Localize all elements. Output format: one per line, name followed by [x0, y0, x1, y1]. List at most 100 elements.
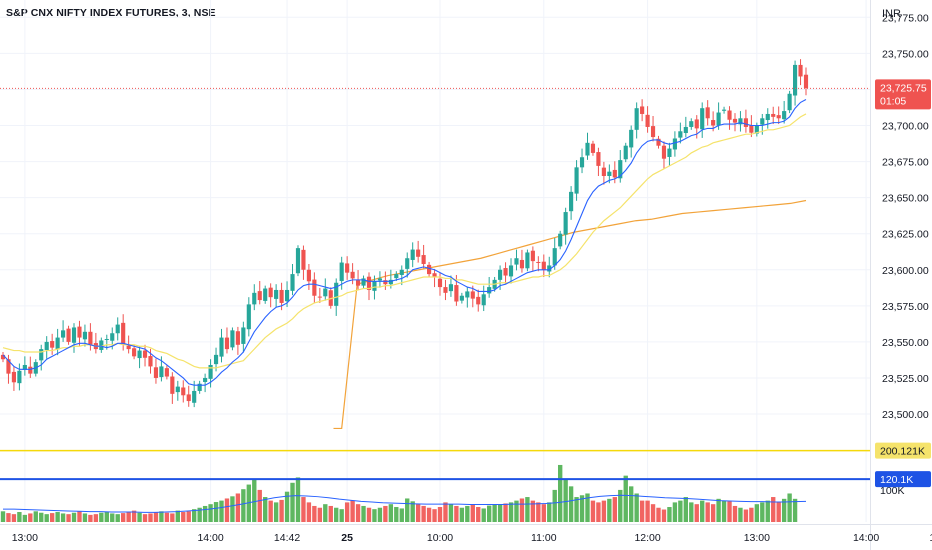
price-axis[interactable]: 23,500.00 23,525.00 23,550.00 23,575.00 23,6…	[875, 12, 931, 497]
volume-bar	[366, 507, 372, 522]
volume-marker-label: 200.121K	[880, 446, 925, 458]
candle-body	[705, 107, 710, 119]
candle-body	[399, 269, 404, 275]
candle-body	[208, 364, 213, 379]
volume-bar	[110, 513, 115, 522]
candle-body	[798, 64, 803, 77]
candle-body	[689, 121, 694, 127]
volume-bar	[148, 513, 153, 522]
volume-bar	[710, 504, 716, 522]
candle-body	[503, 268, 508, 276]
candle-body	[574, 167, 579, 194]
volume-bar	[792, 498, 798, 522]
volume-bar	[55, 512, 60, 522]
candle-body	[241, 327, 246, 344]
volume-bar	[448, 504, 454, 522]
candle-body	[17, 370, 22, 384]
last-price-box	[875, 79, 931, 110]
last-price-label: 23,725.75	[880, 82, 927, 94]
candle-body	[678, 131, 683, 138]
volume-bar	[0, 511, 6, 522]
candle-body	[694, 119, 699, 129]
candle-body	[656, 138, 661, 146]
volume-bars	[0, 464, 798, 522]
candle-body	[290, 274, 295, 291]
volume-bar	[732, 505, 738, 522]
candle-body	[541, 261, 546, 270]
candle-body	[388, 279, 393, 285]
volume-marker-box	[875, 442, 931, 459]
volume-bar	[760, 502, 765, 522]
candle-body	[334, 282, 339, 306]
candle-body	[612, 169, 617, 178]
volume-bar	[738, 507, 743, 522]
volume-bar	[159, 511, 164, 522]
volume-bar	[66, 514, 71, 522]
volume-bar	[131, 510, 137, 522]
candle-body	[667, 148, 672, 157]
volume-bar	[334, 507, 339, 522]
candle-body	[219, 337, 224, 357]
candle-body	[186, 394, 191, 402]
currency-label[interactable]: INR	[882, 8, 901, 20]
candle-body	[50, 341, 55, 348]
candle-body	[536, 261, 541, 263]
candle-body	[170, 376, 175, 394]
candle-body	[82, 331, 88, 340]
candle-body	[519, 259, 525, 269]
volume-bar	[443, 502, 448, 522]
volume-bar	[197, 507, 202, 522]
candle-body	[803, 74, 809, 88]
candle-body	[22, 364, 27, 370]
candle-body	[765, 113, 770, 121]
candle-body	[743, 118, 748, 127]
candle-body	[476, 296, 481, 305]
candle-body	[601, 167, 606, 176]
volume-bar	[765, 500, 770, 522]
candle-body	[787, 93, 792, 111]
volume-bar	[175, 510, 180, 522]
volume-bar	[11, 514, 17, 522]
candle-body	[579, 157, 585, 168]
candle-body	[99, 340, 104, 350]
candle-body	[410, 249, 415, 260]
candle-body	[88, 331, 93, 345]
volume-bar	[629, 486, 634, 522]
price-tick-label: 23,550.00	[882, 337, 929, 349]
volume-bar	[115, 514, 120, 522]
volume-bar	[49, 513, 55, 522]
candle-body	[437, 278, 443, 288]
volume-bar	[60, 513, 66, 522]
volume-bar	[192, 509, 197, 522]
price-tick-label: 23,650.00	[882, 193, 929, 205]
time-tick-label: 14:42	[274, 532, 300, 544]
candle-body	[634, 108, 639, 130]
time-tick-label: 12:00	[634, 532, 660, 544]
volume-bar	[405, 498, 410, 522]
candle-body	[121, 322, 126, 345]
volume-bar	[120, 513, 126, 522]
time-axis[interactable]: 13:00 14:00 14:42 25 10:00 11:00 12:00 13:00 14:…	[12, 532, 932, 544]
candle-body	[629, 129, 634, 148]
candle-body	[394, 274, 399, 279]
candle-body	[110, 333, 115, 341]
volume-bar	[705, 502, 710, 522]
volume-bar	[290, 482, 295, 522]
volume-bar	[295, 477, 301, 522]
volume-partial-label: 100K	[880, 485, 905, 497]
candle-body	[55, 337, 60, 350]
candle-body	[317, 296, 322, 298]
countdown-label: 01:05	[880, 95, 906, 107]
volume-bar	[481, 508, 486, 522]
candle-body	[66, 328, 71, 342]
volume-bar	[344, 502, 350, 522]
volume-bar	[350, 500, 355, 522]
candle-body	[749, 125, 754, 133]
volume-bar	[749, 507, 754, 522]
candle-body	[355, 280, 361, 286]
candle-body	[312, 279, 317, 296]
candle-body	[754, 125, 759, 134]
candle-body	[246, 304, 251, 330]
candle-body	[181, 387, 186, 396]
